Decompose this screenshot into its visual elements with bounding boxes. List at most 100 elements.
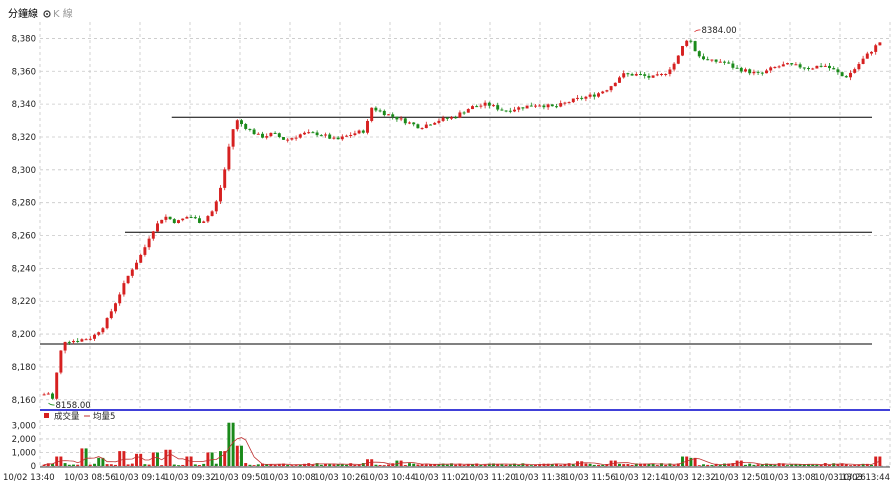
candle-body	[769, 67, 773, 71]
volume-bar	[72, 464, 75, 466]
radio-icon[interactable]	[43, 10, 51, 18]
high-marker-line	[694, 29, 701, 33]
x-tick-label: 10/03 10:08	[264, 473, 316, 483]
volume-bar	[130, 463, 134, 466]
volume-bar	[147, 464, 151, 466]
x-tick-label: 10/03 10:44	[364, 473, 416, 483]
tab-kline-chart[interactable]: K 線	[53, 7, 73, 20]
volume-bar	[202, 463, 206, 466]
x-tick-label: 10/03 08:56	[64, 473, 116, 483]
candle-body	[697, 51, 701, 57]
volume-bar	[786, 465, 789, 466]
candle-body	[534, 105, 537, 107]
volume-bar	[832, 463, 836, 466]
volume-bar	[718, 464, 722, 466]
volume-bar	[521, 463, 525, 466]
volume-bar	[752, 464, 756, 466]
candle-body	[172, 219, 176, 224]
volume-bar	[857, 464, 861, 466]
volume-bar	[508, 464, 512, 466]
volume-bar	[672, 464, 676, 466]
tab-minute-chart[interactable]: 分鐘線	[8, 7, 38, 20]
candle-body	[857, 63, 861, 70]
candle-body	[181, 218, 185, 221]
volume-y-axis: 0 1,000 2,000 3,000	[12, 421, 36, 472]
candle-body	[790, 63, 794, 65]
candle-body	[185, 217, 189, 219]
volume-bar	[248, 464, 252, 466]
volume-bar	[122, 451, 126, 466]
volume-bar	[697, 465, 701, 466]
volume-bar	[143, 464, 147, 466]
volume-bar	[870, 464, 873, 466]
volume-bar	[471, 464, 474, 466]
candle-body	[840, 72, 844, 77]
candle-body	[403, 118, 407, 124]
candle-body	[67, 341, 71, 343]
volume-bar	[630, 464, 634, 466]
candle-body	[231, 129, 235, 147]
candle-body	[550, 104, 554, 107]
volume-bar	[744, 464, 747, 466]
volume-bar	[676, 463, 680, 466]
candle-body	[290, 138, 294, 140]
candle-body	[265, 136, 269, 138]
candle-body	[210, 211, 214, 217]
volume-bar	[840, 463, 844, 466]
volume-bar	[227, 422, 231, 466]
volume-bar	[261, 463, 264, 466]
volume-bar	[538, 464, 542, 466]
candle-body	[177, 220, 180, 224]
volume-bar	[244, 463, 248, 466]
volume-tick-label: 2,000	[12, 435, 36, 445]
volume-bar	[198, 465, 201, 466]
volume-bar	[319, 464, 323, 466]
volume-bar	[794, 464, 798, 466]
candle-body	[143, 247, 147, 255]
price-tick-label: 8,220	[12, 297, 36, 307]
volume-bar	[206, 452, 210, 466]
price-tick-label: 8,380	[12, 34, 36, 44]
candle-body	[147, 238, 151, 248]
candle-body	[563, 102, 567, 104]
volume-bar	[874, 456, 878, 466]
candle-body	[324, 134, 327, 136]
candle-body	[622, 73, 626, 78]
volume-tick-label: 3,000	[12, 421, 36, 431]
candle-body	[744, 69, 747, 72]
price-y-axis: 8,160 8,180 8,200 8,220 8,240 8,260 8,280 8,300…	[12, 34, 36, 405]
x-tick-label: 10/03 12:14	[614, 473, 666, 483]
volume-bar	[828, 464, 831, 466]
volume-bar	[420, 464, 424, 466]
volume-bar	[193, 464, 197, 466]
x-tick-label: 10/03 11:02	[414, 473, 466, 483]
candle-body	[88, 338, 92, 340]
volume-bar	[290, 465, 294, 466]
volume-bar	[93, 463, 96, 466]
candle-body	[164, 216, 168, 220]
volume-bar	[311, 464, 315, 466]
candle-body	[109, 311, 113, 319]
volume-bar	[336, 464, 340, 466]
candle-body	[634, 74, 638, 76]
candle-body	[643, 74, 647, 76]
volume-legend-item1: 成交量	[54, 411, 80, 422]
candle-body	[219, 187, 222, 202]
volume-bar	[618, 463, 621, 466]
candle-body	[588, 94, 592, 97]
candle-body	[189, 217, 193, 219]
volume-bar	[580, 461, 584, 466]
volume-bar	[815, 464, 819, 466]
candle-body	[97, 332, 101, 335]
candle-body	[660, 73, 663, 75]
low-marker-line	[48, 402, 55, 406]
price-tick-label: 8,300	[12, 166, 36, 176]
volume-bar	[324, 463, 327, 466]
candle-body	[282, 137, 285, 140]
volume-bar	[172, 464, 176, 466]
candle-body	[466, 109, 470, 113]
price-tick-label: 8,340	[12, 100, 36, 110]
candle-body	[76, 340, 80, 342]
candle-body	[72, 340, 75, 343]
